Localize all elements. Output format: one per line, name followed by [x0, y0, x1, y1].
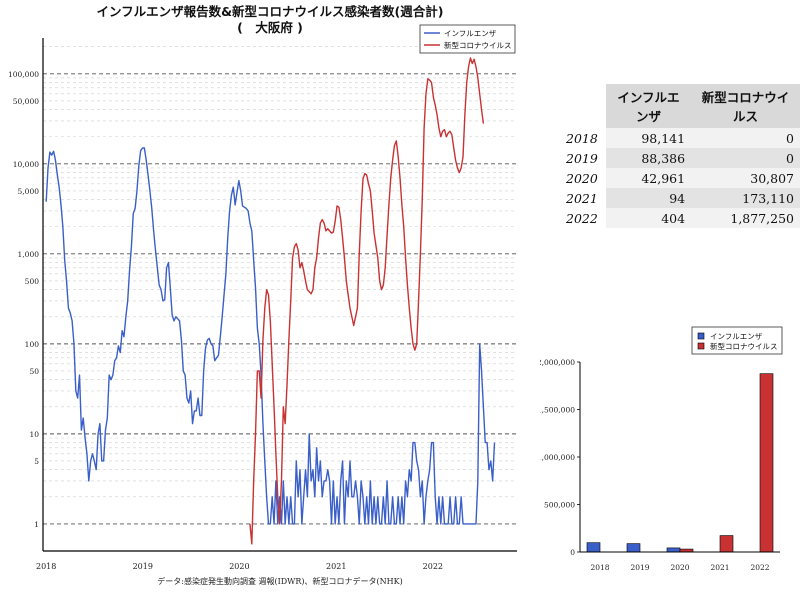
table-row: 2022 404 1,877,250 [560, 208, 800, 228]
y-tick-label: 5 [34, 457, 39, 466]
covid-bar [759, 373, 774, 553]
bar-y-axis: 0 500,000 1,000,000 1,500,000 2,000,000 [540, 358, 580, 557]
bar-legend-swatch-covid [697, 342, 705, 350]
covid-bar [719, 535, 734, 553]
summary-covid-value: 173,110 [691, 188, 800, 208]
legend-label-covid: 新型コロナウイルス [444, 40, 512, 50]
bar-y-tick-label: 1,000,000 [540, 453, 575, 462]
bar-legend-label-influenza: インフルエンザ [710, 332, 763, 341]
summary-year: 2020 [566, 170, 598, 186]
main-legend: インフルエンザ 新型コロナウイルス [419, 24, 516, 54]
y-tick-label: 10 [29, 430, 39, 439]
covid-line [249, 57, 485, 545]
influenza-line [45, 147, 496, 525]
chart-title: インフルエンザ報告数&新型コロナウイルス感染者数(週合計) [97, 4, 444, 19]
summary-year: 2022 [566, 210, 598, 226]
y-tick-label: 5,000 [18, 187, 40, 196]
x-tick-label: 2019 [133, 562, 153, 571]
main-grid [43, 46, 517, 525]
summary-year: 2019 [566, 150, 598, 166]
y-tick-label: 10,000 [13, 160, 39, 169]
summary-header-influenza: インフルエンザ [605, 84, 692, 128]
summary-covid-value: 0 [691, 148, 800, 168]
bar-x-tick-label: 2020 [670, 563, 689, 572]
summary-table: インフルエンザ 新型コロナウイルス 2018 98,141 0 2019 88,… [560, 84, 800, 228]
main-y-axis: 1 5 10 50 100 500 1,000 5,000 10,000 50,000 100,00… [8, 70, 39, 529]
bar-y-tick-label: 2,000,000 [540, 358, 575, 367]
influenza-bar [626, 543, 641, 553]
bar-y-tick-label: 0 [570, 548, 575, 557]
bar-marks [586, 373, 774, 553]
y-tick-label: 1,000 [18, 250, 40, 259]
main-line-chart: インフルエンザ報告数&新型コロナウイルス感染者数(週合計) ( 大阪府 ) 1 5… [8, 4, 517, 586]
y-tick-label: 1 [34, 520, 39, 529]
x-tick-label: 2020 [229, 562, 249, 571]
summary-covid-value: 0 [691, 128, 800, 148]
main-x-axis: 2018 2019 2020 2021 2022 [36, 562, 443, 571]
bar-legend-frame [691, 326, 783, 355]
bar-legend: インフルエンザ 新型コロナウイルス [691, 326, 783, 355]
y-tick-label: 100 [25, 340, 40, 349]
bar-x-tick-label: 2018 [590, 563, 609, 572]
chart-footnote: データ:感染症発生動向調査 週報(IDWR)、新型コロナデータ(NHK) [157, 576, 403, 586]
x-tick-label: 2021 [326, 562, 346, 571]
bar-x-tick-label: 2021 [710, 563, 729, 572]
x-tick-label: 2018 [36, 562, 56, 571]
bar-y-tick-label: 500,000 [544, 501, 575, 510]
bar-x-axis: 2018 2019 2020 2021 2022 [590, 563, 769, 572]
main-series-lines [45, 57, 496, 545]
bar-x-tick-label: 2022 [750, 563, 769, 572]
table-row: 2018 98,141 0 [560, 128, 800, 148]
summary-influenza-value: 404 [605, 208, 692, 228]
legend-label-influenza: インフルエンザ [444, 29, 497, 38]
bar-x-tick-label: 2019 [630, 563, 649, 572]
table-row: 2021 94 173,110 [560, 188, 800, 208]
summary-header-covid: 新型コロナウイルス [691, 84, 800, 128]
summary-covid-value: 30,807 [691, 168, 800, 188]
influenza-bar [586, 542, 601, 553]
bar-legend-swatch-influenza [697, 332, 705, 340]
summary-covid-value: 1,877,250 [691, 208, 800, 228]
summary-year: 2018 [566, 130, 598, 146]
y-tick-label: 50,000 [13, 97, 39, 106]
summary-influenza-value: 98,141 [605, 128, 692, 148]
summary-table-corner [560, 84, 606, 128]
y-tick-label: 50 [29, 367, 39, 376]
influenza-bar [666, 547, 681, 553]
chart-subtitle: ( 大阪府 ) [237, 20, 303, 35]
summary-influenza-value: 88,386 [605, 148, 692, 168]
y-tick-label: 500 [25, 277, 40, 286]
x-tick-label: 2022 [423, 562, 443, 571]
annual-bar-chart: インフルエンザ 新型コロナウイルス 0 500,000 1,000,000 1,500… [540, 326, 783, 572]
summary-table-header-row: インフルエンザ 新型コロナウイルス [560, 84, 800, 128]
y-tick-label: 100,000 [8, 70, 39, 79]
summary-influenza-value: 42,961 [605, 168, 692, 188]
summary-influenza-value: 94 [605, 188, 692, 208]
table-row: 2020 42,961 30,807 [560, 168, 800, 188]
summary-year: 2021 [566, 190, 598, 206]
table-row: 2019 88,386 0 [560, 148, 800, 168]
main-legend-frame [419, 24, 516, 54]
bar-y-tick-label: 1,500,000 [540, 406, 575, 415]
bar-legend-label-covid: 新型コロナウイルス [710, 341, 778, 351]
